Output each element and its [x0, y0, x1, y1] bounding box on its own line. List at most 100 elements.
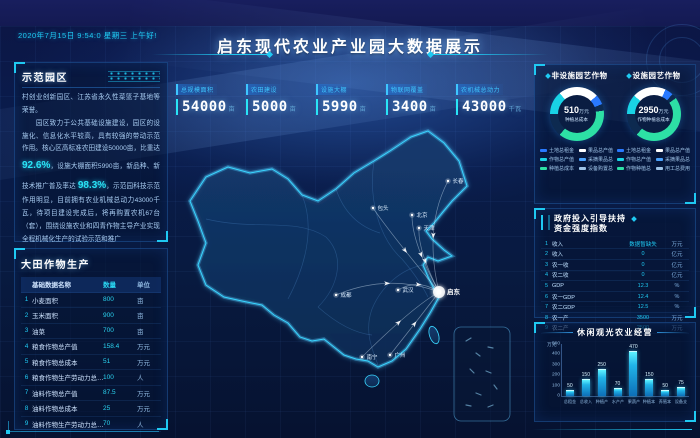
plane-icon [415, 282, 422, 287]
row-name: 粮食作物总成本 [32, 359, 78, 367]
bar-column: 50 养殖本 [658, 344, 672, 404]
row-unit: 亿元 [671, 262, 683, 269]
table-row: 4 农二收 0 亿元 [541, 271, 689, 282]
row-index: 4 [24, 342, 29, 350]
flight-lines [335, 180, 449, 358]
table-row: 3 油菜 700 亩 [21, 324, 161, 339]
legend-swatch [579, 149, 586, 152]
plane-icon [395, 320, 402, 327]
x-tick-label: 总租金 [563, 399, 577, 404]
table-row: 6 农一GDP 12.4% [541, 292, 689, 303]
plane-icon [411, 321, 417, 328]
legend-label: 用工总费用 [665, 166, 690, 172]
stats-row: 总规模面积 54000 亩农田建设 5000 亩设施大棚 5990 亩物联网覆盖 3400 亩农… [176, 79, 700, 115]
paragraph-segment: 园区致力于公共基础设施建设，园区的设施化、信息化水平较高，具有较强的带动示范作用… [22, 119, 160, 153]
row-value: 158.4 [103, 342, 120, 350]
legend-swatch [656, 167, 663, 170]
stat-unit: 亩 [359, 106, 367, 113]
row-index: 7 [24, 389, 29, 397]
row-unit: 人 [137, 421, 144, 429]
x-tick-label: 水产产 [611, 399, 624, 404]
row-name: GDP [552, 282, 564, 289]
stat-unit: 亩 [429, 106, 437, 113]
panel-horticulture: 非设施园艺作物510万元种植总成本土地总租金果品总产值作物总产值采摘果品总产值种… [534, 64, 696, 204]
donut-center: 510万元 种植总成本 [558, 95, 596, 133]
legend-swatch [540, 149, 547, 152]
diamond-icon [631, 216, 638, 222]
stat-unit: 亩 [228, 106, 236, 113]
stat-label: 物联网覆盖 [386, 84, 427, 95]
flight-path [361, 291, 440, 358]
panel-field-crops: 大田作物生产 基础数据名称 数量 单位 1 小麦面积 800 亩 2 玉米面积 900 亩 3 油菜 70… [14, 248, 168, 432]
row-index: 1 [24, 296, 29, 304]
row-name: 小麦面积 [32, 297, 58, 305]
row-value: 100 [103, 373, 114, 381]
china-outline [188, 129, 469, 388]
plane-icon [418, 251, 423, 258]
bar-value-label: 470 [629, 344, 638, 350]
row-index: 3 [544, 261, 549, 268]
city-marker: 广州 [387, 351, 406, 359]
table-row: 3 农一收 0 亿元 [541, 260, 689, 271]
legend-item: 土地总租金 [617, 147, 651, 154]
y-tick-label: 0 [557, 393, 560, 399]
field-crops-table: 基础数据名称 数量 单位 1 小麦面积 800 亩 2 玉米面积 900 亩 3 油菜 700 亩 4 粮食作物… [21, 277, 161, 432]
table-row: 2 玉米面积 900 亩 [21, 308, 161, 324]
row-name: 粮食作物生产劳动力总… [32, 375, 103, 383]
panel-demo-park: 示范园区 村创业创新园区、江苏省永久性菜篮子基地等荣誉。 园区致力于公共基础设施… [14, 62, 168, 243]
row-index: 7 [544, 304, 549, 311]
row-value: 0 [641, 251, 645, 258]
bar-value-label: 75 [678, 380, 684, 387]
row-value: 900 [103, 311, 114, 319]
row-unit: 亩 [137, 328, 144, 336]
legend-swatch [617, 167, 624, 170]
donut-panel-0: 非设施园艺作物510万元种植总成本土地总租金果品总产值作物总产值采摘果品总产值种… [540, 70, 613, 198]
row-unit: 亩 [137, 313, 144, 321]
gov-funding-table: 1 收入 数据暂缺失 万元 2 收入 0 亿元 3 农一收 0 亿元 4 农二收 0 亿元 5 GDP 12.3% 6… [541, 239, 689, 335]
corner-decoration-bottom-right [532, 429, 692, 430]
row-index: 1 [544, 240, 549, 247]
legend-swatch [656, 158, 663, 161]
row-value: 3500 [636, 314, 650, 321]
row-value: 800 [103, 296, 114, 304]
bar-column: 50 总租金 [563, 344, 577, 404]
page-title: 启东现代农业产业园大数据展示 [216, 39, 483, 56]
donut-center-unit: 万元 [658, 109, 669, 115]
legend-item: 用工总费用 [656, 165, 690, 172]
row-name: 收入 [552, 241, 564, 248]
x-tick-label: 种植产 [595, 399, 608, 404]
donut-center-label: 作物种植总成本 [637, 117, 670, 123]
city-label: 北京 [417, 211, 429, 219]
city-marker: 包头 [370, 204, 389, 212]
stat-box: 总规模面积 54000 亩 [176, 79, 242, 115]
diamond-icon [625, 72, 632, 79]
legend-item: 作物总产值 [617, 156, 651, 163]
donut-title-text: 设施园艺作物 [632, 71, 681, 80]
y-tick-label: 200 [551, 372, 560, 378]
legend-label: 土地总租金 [549, 148, 574, 154]
legend-label: 作物种植总成本 [626, 166, 651, 172]
panel-gov-funding: 政府投入引导扶持 资金强度指数 1 收入 数据暂缺失 万元 2 收入 0 亿元 3 农一收 0 亿元 4… [534, 208, 696, 335]
row-unit: % [674, 293, 680, 300]
paragraph-segment: ，设施大棚面积5990亩，新品种、新技术推广普及率达 [22, 163, 160, 190]
header-quantity: 数量 [103, 282, 116, 290]
stat-label: 总规模面积 [176, 84, 217, 95]
legend-swatch [579, 167, 586, 170]
y-tick-label: 300 [551, 362, 560, 368]
legend-item: 作物种植总成本 [617, 165, 651, 172]
stat-label: 设施大棚 [316, 84, 351, 95]
row-unit: % [674, 304, 680, 311]
row-unit: 万元 [137, 406, 150, 414]
legend-item: 种植总成本 [540, 165, 574, 172]
row-name: 农一收 [552, 262, 569, 269]
row-unit: 亿元 [671, 252, 683, 259]
bar [645, 379, 654, 396]
row-index: 8 [24, 404, 29, 412]
datetime-text: 2020年7月15日 9:54:0 星期三 上午好! [18, 31, 157, 40]
bar [661, 389, 670, 396]
header-name: 基础数据名称 [32, 282, 71, 290]
legend-label: 果品总产值 [588, 148, 613, 154]
row-name: 粮食作物总产值 [32, 344, 78, 352]
